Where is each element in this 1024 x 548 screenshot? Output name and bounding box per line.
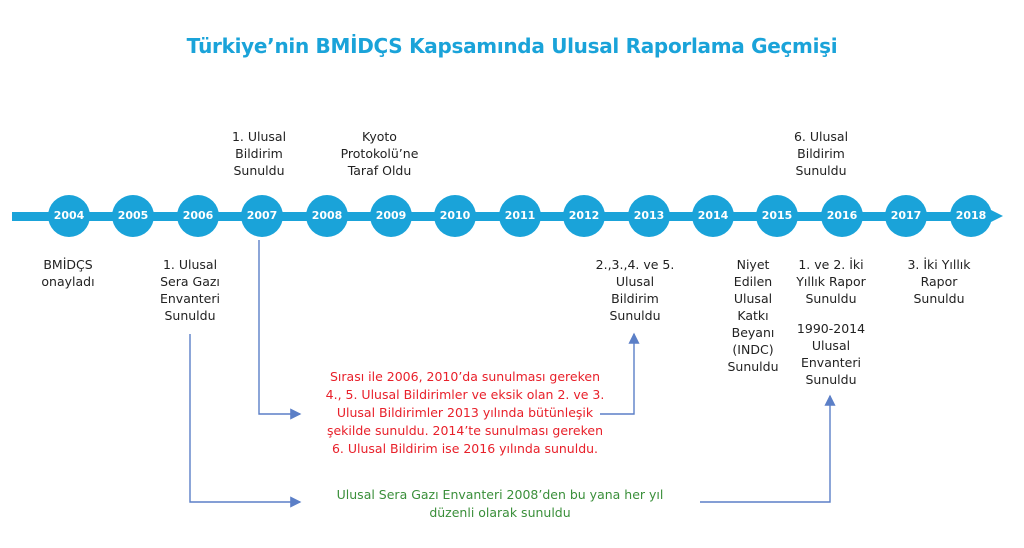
- label-2016-below-inventory: 1990-2014 Ulusal Envanteri Sunuldu: [796, 321, 866, 387]
- year-circle-2010: 2010: [434, 195, 476, 237]
- label-2009-above: Kyoto Protokolü’ne Taraf Oldu: [340, 129, 419, 178]
- red-note: Sırası ile 2006, 2010’da sunulması gerek…: [325, 369, 605, 456]
- year-circle-2017: 2017: [885, 195, 927, 237]
- label-2016-above: 6. Ulusal Bildirim Sunuldu: [793, 129, 849, 178]
- year-circle-2005: 2005: [112, 195, 154, 237]
- year-circle-2016: 2016: [821, 195, 863, 237]
- year-circle-2008: 2008: [306, 195, 348, 237]
- year-circle-2007: 2007: [241, 195, 283, 237]
- year-circle-2006: 2006: [177, 195, 219, 237]
- year-circle-2018: 2018: [950, 195, 992, 237]
- year-circle-2004: 2004: [48, 195, 90, 237]
- page-title: Türkiye’nin BMİDÇS Kapsamında Ulusal Rap…: [186, 34, 838, 58]
- green-note: Ulusal Sera Gazı Envanteri 2008’den bu y…: [336, 487, 664, 520]
- label-2004-below: BMİDÇS onayladı: [41, 257, 95, 289]
- year-circle-2011: 2011: [499, 195, 541, 237]
- label-2018-below: 3. İki Yıllık Rapor Sunuldu: [907, 257, 971, 306]
- year-circle-2013: 2013: [628, 195, 670, 237]
- year-circle-2009: 2009: [370, 195, 412, 237]
- year-circle-2015: 2015: [756, 195, 798, 237]
- connector-2006-to-green-note: [189, 334, 302, 508]
- label-2015-below: Niyet Edilen Ulusal Katkı Beyanı (INDC) Sunuld…: [727, 257, 779, 374]
- year-circle-2014: 2014: [692, 195, 734, 237]
- year-circle-2012: 2012: [563, 195, 605, 237]
- label-2006-below: 1. Ulusal Sera Gazı Envanteri Sunuldu: [159, 257, 220, 323]
- label-2013-below: 2.,3.,4. ve 5. Ulusal Bildirim Sunuldu: [595, 257, 675, 323]
- connector-2007-to-2013: [258, 240, 302, 420]
- label-2007-above: 1. Ulusal Bildirim Sunuldu: [231, 129, 287, 178]
- connector-note-to-2013: [600, 332, 640, 415]
- label-2016-below-report: 1. ve 2. İki Yıllık Rapor Sunuldu: [796, 257, 866, 306]
- timeline-bar: [12, 212, 984, 221]
- connector-green-note-to-2016: [700, 394, 836, 503]
